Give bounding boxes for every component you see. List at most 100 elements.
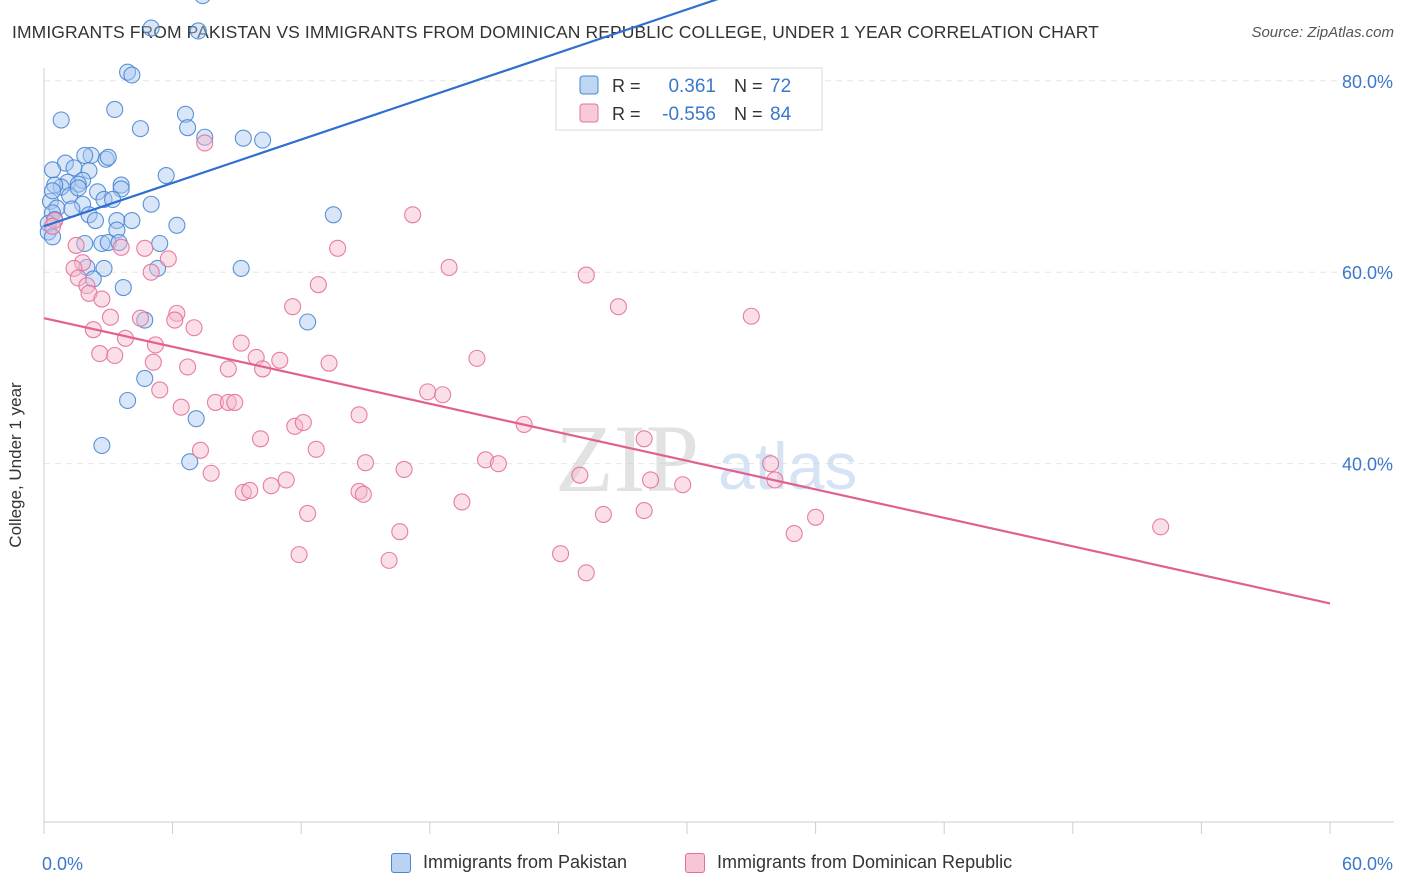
point-pakistan	[69, 179, 87, 197]
point-dominican	[93, 290, 111, 308]
point-dominican	[202, 464, 220, 482]
point-pakistan	[52, 178, 70, 196]
stats-r-label-pink: R =	[612, 104, 641, 124]
stats-legend-swatch-pink	[579, 103, 599, 123]
point-dominican	[742, 307, 760, 325]
point-dominican	[380, 551, 398, 569]
point-pakistan	[179, 119, 197, 137]
point-dominican	[232, 334, 250, 352]
point-dominican	[262, 477, 280, 495]
point-dominican	[453, 493, 471, 511]
point-pakistan	[234, 129, 252, 147]
stats-n-value-pink: 84	[770, 104, 792, 125]
point-dominican	[271, 351, 289, 369]
point-dominican	[206, 393, 225, 411]
point-dominican	[642, 471, 660, 489]
point-pakistan	[131, 120, 149, 138]
point-dominican	[251, 430, 270, 448]
point-pakistan	[119, 391, 137, 410]
stats-r-value-pink: -0.556	[662, 104, 716, 125]
point-dominican	[807, 508, 825, 526]
point-dominican	[131, 309, 149, 327]
point-dominican	[299, 504, 317, 523]
legend-label-pakistan: Immigrants from Pakistan	[423, 852, 628, 872]
point-dominican	[350, 406, 368, 424]
point-dominican	[294, 413, 312, 432]
point-dominican	[434, 386, 452, 404]
trend-lines	[43, 0, 1331, 605]
legend-item-dominican: Immigrants from Dominican Republic	[685, 852, 1012, 873]
x-tick-label: 60.0%	[1342, 854, 1393, 874]
point-dominican	[142, 263, 160, 281]
point-pakistan	[93, 234, 111, 253]
point-pakistan	[114, 278, 132, 297]
point-dominican	[290, 546, 308, 564]
stats-legend-swatch-blue	[579, 75, 599, 95]
point-dominican	[241, 481, 259, 500]
axes	[43, 68, 1394, 834]
point-pakistan	[232, 259, 250, 277]
point-dominican	[226, 393, 244, 411]
point-pakistan	[123, 211, 141, 230]
point-pakistan	[123, 66, 141, 84]
source-credit: Source: ZipAtlas.com	[1251, 24, 1394, 41]
point-pakistan	[142, 195, 160, 213]
point-dominican	[185, 319, 203, 337]
stats-n-label-pink: N =	[734, 104, 763, 124]
series-legend: Immigrants from Pakistan Immigrants from…	[0, 852, 1406, 878]
chart-title: IMMIGRANTS FROM PAKISTAN VS IMMIGRANTS F…	[12, 22, 1099, 42]
y-tick-label: 60.0%	[1342, 263, 1393, 283]
y-tick-label: 40.0%	[1342, 455, 1393, 475]
point-dominican	[395, 460, 413, 478]
point-dominican	[144, 353, 162, 371]
point-dominican	[577, 564, 595, 582]
stats-r-value-blue: 0.361	[668, 76, 716, 97]
point-dominican	[112, 238, 130, 256]
point-pakistan	[52, 111, 70, 129]
y-axis-label: College, Under 1 year	[6, 382, 25, 548]
point-dominican	[91, 345, 109, 363]
point-dominican	[551, 545, 570, 563]
x-tick-labels: 0.0% 60.0%	[42, 854, 1393, 874]
point-dominican	[307, 440, 325, 458]
point-dominican	[159, 250, 177, 268]
point-pakistan	[108, 211, 126, 230]
point-pakistan	[93, 436, 111, 455]
stats-legend: R = 0.361 N = 72 R = -0.556 N = 84	[555, 67, 823, 131]
point-pakistan	[106, 100, 124, 119]
point-dominican	[635, 502, 653, 520]
stats-n-label-blue: N =	[734, 76, 763, 96]
point-pakistan	[299, 313, 317, 331]
series-dominican-points	[44, 134, 1170, 582]
point-dominican	[219, 360, 237, 378]
point-dominican	[196, 134, 214, 152]
point-dominican	[286, 417, 304, 435]
point-dominican	[391, 523, 409, 541]
point-dominican	[309, 276, 327, 294]
point-pakistan	[95, 190, 113, 209]
point-pakistan	[44, 161, 62, 179]
point-pakistan	[324, 206, 342, 224]
point-dominican	[172, 398, 190, 416]
watermark-atlas: atlas	[718, 429, 857, 503]
point-pakistan	[157, 166, 175, 185]
point-dominican	[356, 454, 375, 472]
point-pakistan	[95, 259, 113, 277]
point-pakistan	[142, 19, 160, 37]
point-pakistan	[69, 175, 87, 193]
point-pakistan	[181, 453, 199, 471]
legend-swatch-pakistan	[391, 852, 411, 873]
point-dominican	[476, 451, 495, 469]
point-dominican	[1152, 518, 1170, 536]
point-dominican	[219, 393, 237, 411]
point-dominican	[762, 455, 780, 473]
point-dominican	[354, 485, 372, 503]
point-dominican	[489, 455, 507, 473]
point-pakistan	[112, 176, 130, 194]
point-dominican	[440, 258, 458, 276]
point-dominican	[320, 354, 338, 372]
point-dominican	[65, 259, 83, 277]
point-pakistan	[187, 410, 205, 428]
point-dominican	[168, 304, 186, 322]
